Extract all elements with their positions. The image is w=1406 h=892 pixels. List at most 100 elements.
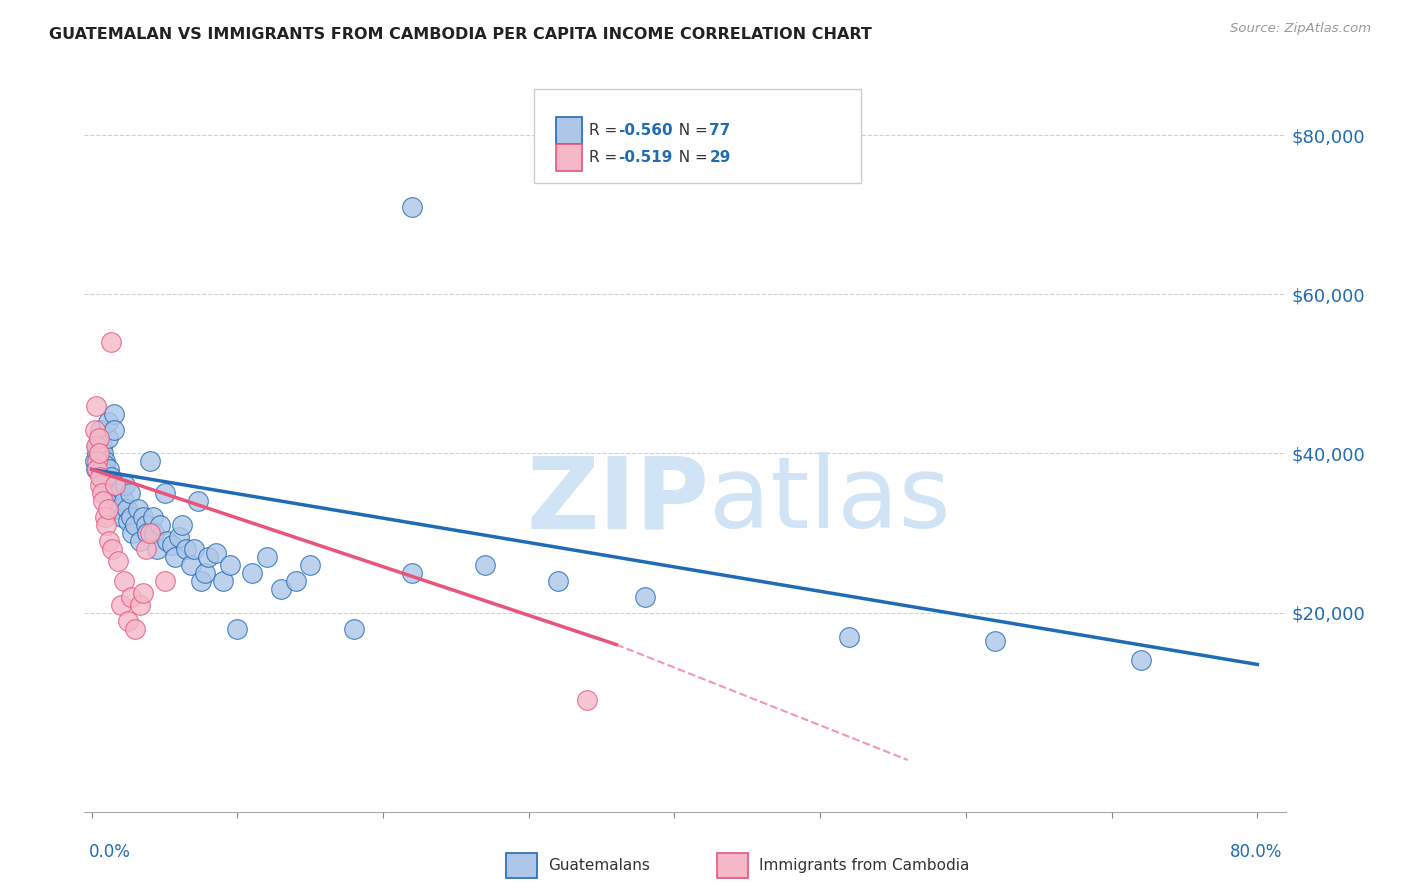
Point — [120, 510, 142, 524]
Point — [167, 530, 190, 544]
Point — [103, 423, 125, 437]
Point — [153, 486, 176, 500]
Point — [91, 446, 114, 460]
Point — [120, 590, 142, 604]
Point — [94, 454, 117, 468]
Point — [299, 558, 322, 572]
Point — [84, 462, 107, 476]
Point — [112, 494, 135, 508]
Point — [97, 415, 120, 429]
Point — [183, 541, 205, 556]
Point — [83, 454, 105, 468]
Point — [142, 510, 165, 524]
Point — [103, 407, 125, 421]
Point — [87, 431, 110, 445]
Point — [86, 454, 108, 468]
Point — [474, 558, 496, 572]
Point — [139, 454, 162, 468]
Point — [343, 622, 366, 636]
Point — [100, 334, 122, 349]
Point — [634, 590, 657, 604]
Point — [86, 446, 108, 460]
Text: N =: N = — [669, 123, 713, 137]
Point — [114, 478, 136, 492]
Point — [101, 541, 124, 556]
Point — [115, 502, 138, 516]
Text: 29: 29 — [710, 150, 731, 165]
Point — [984, 633, 1007, 648]
Point — [105, 486, 128, 500]
Point — [1129, 653, 1152, 667]
Point — [135, 541, 157, 556]
Point — [136, 526, 159, 541]
Text: N =: N = — [669, 150, 713, 165]
Point — [104, 478, 127, 492]
Point — [211, 574, 233, 588]
Point — [94, 510, 117, 524]
Point — [156, 534, 179, 549]
Point — [94, 458, 117, 473]
Point — [112, 574, 135, 588]
Point — [90, 486, 112, 500]
Point — [139, 526, 162, 541]
Point — [84, 438, 107, 452]
Point — [87, 446, 110, 460]
Point — [104, 478, 127, 492]
Text: 80.0%: 80.0% — [1230, 843, 1282, 861]
Point — [127, 502, 149, 516]
Text: atlas: atlas — [710, 452, 950, 549]
Text: Immigrants from Cambodia: Immigrants from Cambodia — [759, 858, 970, 872]
Point — [89, 478, 111, 492]
Point — [131, 586, 153, 600]
Point — [401, 200, 423, 214]
Point — [117, 614, 139, 628]
Point — [91, 462, 114, 476]
Point — [219, 558, 242, 572]
Point — [111, 510, 134, 524]
Text: 77: 77 — [710, 123, 731, 137]
Point — [87, 458, 110, 473]
Point — [89, 470, 111, 484]
Point — [146, 541, 169, 556]
Point — [176, 541, 198, 556]
Point — [135, 518, 157, 533]
Point — [107, 494, 129, 508]
Point — [97, 431, 120, 445]
Point — [86, 438, 108, 452]
Point — [153, 574, 176, 588]
Point — [97, 502, 120, 516]
Point — [838, 630, 860, 644]
Point — [180, 558, 202, 572]
Point — [143, 526, 166, 541]
Text: -0.560: -0.560 — [619, 123, 672, 137]
Point — [240, 566, 263, 580]
Point — [83, 423, 105, 437]
Point — [226, 622, 249, 636]
Point — [86, 462, 108, 476]
Point — [110, 598, 132, 612]
Text: GUATEMALAN VS IMMIGRANTS FROM CAMBODIA PER CAPITA INCOME CORRELATION CHART: GUATEMALAN VS IMMIGRANTS FROM CAMBODIA P… — [49, 27, 872, 42]
Point — [107, 554, 129, 568]
Point — [401, 566, 423, 580]
Point — [131, 510, 153, 524]
Point — [90, 470, 112, 484]
Point — [204, 546, 226, 560]
Point — [163, 549, 186, 564]
Text: Guatemalans: Guatemalans — [548, 858, 650, 872]
Point — [124, 622, 146, 636]
Point — [284, 574, 307, 588]
Point — [128, 534, 150, 549]
Point — [98, 462, 121, 476]
Point — [149, 518, 172, 533]
Point — [124, 518, 146, 533]
Point — [84, 399, 107, 413]
Point — [270, 582, 292, 596]
Point — [108, 502, 131, 516]
Text: -0.519: -0.519 — [619, 150, 672, 165]
Point — [98, 534, 121, 549]
Point — [117, 514, 139, 528]
Text: R =: R = — [589, 123, 623, 137]
Point — [110, 483, 132, 497]
Point — [190, 574, 212, 588]
Point — [98, 486, 121, 500]
